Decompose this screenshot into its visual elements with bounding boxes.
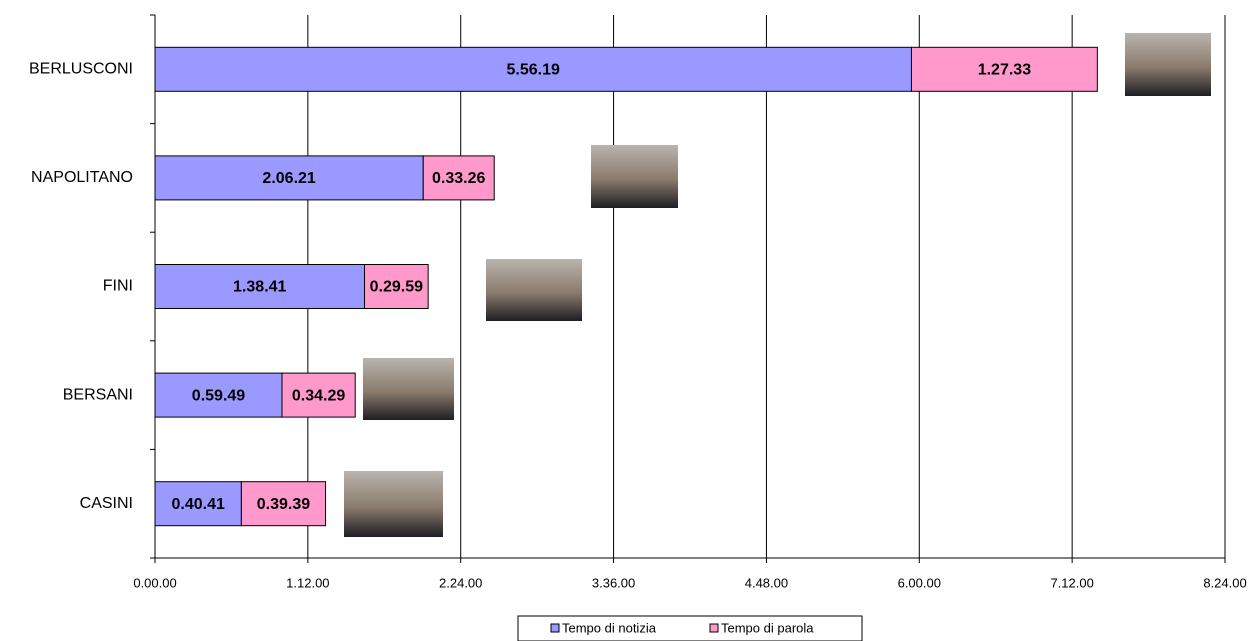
legend-swatch	[550, 623, 560, 633]
bar	[154, 372, 283, 418]
data-label: 2.06.21	[262, 170, 315, 187]
bar	[154, 481, 242, 527]
y-tick-label: CASINI	[80, 495, 133, 512]
bar	[422, 155, 495, 201]
x-tick-label: 7.12.00	[1050, 575, 1093, 590]
y-tick-label: BERLUSCONI	[29, 61, 133, 78]
x-tick-label: 6.00.00	[898, 575, 941, 590]
data-label: 0.40.41	[171, 496, 224, 513]
data-label: 0.39.39	[257, 496, 310, 513]
legend-label: Tempo di notizia	[562, 620, 657, 635]
data-label: 0.33.26	[432, 170, 485, 187]
photo	[1125, 33, 1211, 96]
legend-box	[517, 615, 863, 641]
photo	[344, 471, 443, 537]
y-tick-label: FINI	[103, 278, 133, 295]
data-label: 0.59.49	[192, 387, 245, 404]
bar	[281, 372, 356, 418]
legend-swatch	[709, 623, 719, 633]
data-label: 1.38.41	[233, 279, 286, 296]
x-tick-label: 1.12.00	[286, 575, 329, 590]
x-tick-label: 8.24.00	[1203, 575, 1246, 590]
legend-label: Tempo di parola	[721, 620, 814, 635]
x-tick-label: 4.48.00	[745, 575, 788, 590]
photo	[486, 259, 582, 321]
x-tick-label: 0.00.00	[133, 575, 176, 590]
bar	[240, 481, 327, 527]
data-label: 0.29.59	[370, 279, 423, 296]
photo	[363, 358, 454, 420]
y-tick-label: NAPOLITANO	[31, 169, 133, 186]
bar	[910, 46, 1098, 92]
bar	[364, 264, 429, 309]
x-tick-label: 2.24.00	[439, 575, 482, 590]
photo	[591, 145, 678, 208]
bar	[154, 155, 424, 201]
bar	[154, 46, 912, 92]
data-label: 5.56.19	[507, 62, 560, 79]
data-label: 0.34.29	[292, 387, 345, 404]
data-label: 1.27.33	[978, 62, 1031, 79]
y-tick-label: BERSANI	[63, 386, 133, 403]
x-tick-label: 3.36.00	[592, 575, 635, 590]
